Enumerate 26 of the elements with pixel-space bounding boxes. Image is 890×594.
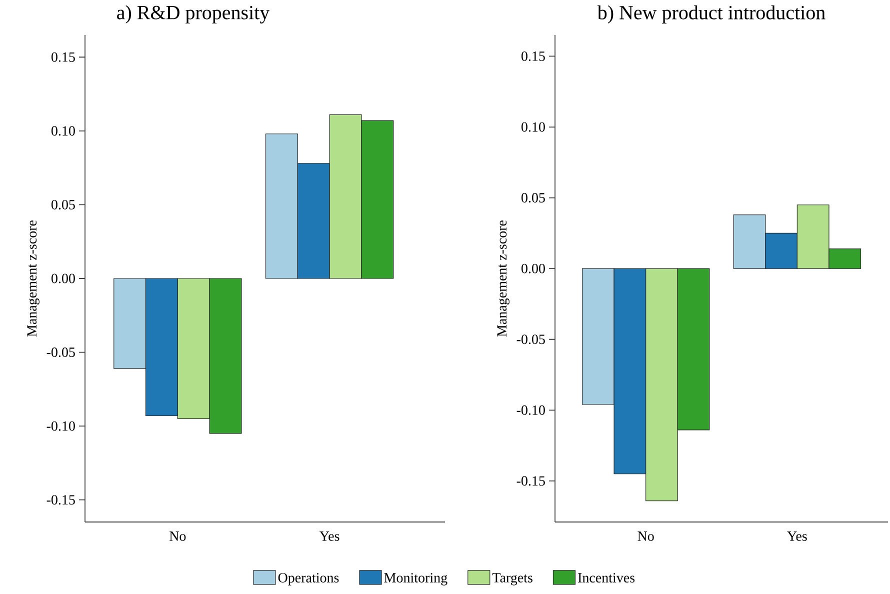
y-tick-label: -0.05	[516, 334, 545, 344]
y-tick-label: -0.15	[516, 476, 545, 486]
y-tick-label: 0.00	[522, 264, 545, 274]
y-tick-label: -0.10	[516, 405, 545, 415]
y-axis-title: Management z-score	[497, 220, 510, 337]
x-tick-label: Yes	[320, 532, 340, 541]
y-axis-title: Management z-score	[27, 220, 40, 337]
chart-title: a) R&D propensity	[117, 5, 270, 24]
legend-label: Operations	[278, 573, 339, 586]
x-tick-label: No	[170, 532, 186, 541]
y-tick-label: 0.05	[52, 200, 75, 210]
legend-label: Monitoring	[384, 573, 448, 586]
y-tick-label: 0.15	[522, 51, 545, 61]
x-tick-label: Yes	[787, 532, 807, 541]
y-tick-label: -0.05	[46, 348, 75, 358]
y-tick-label: 0.00	[52, 274, 75, 284]
y-tick-label: 0.05	[522, 193, 545, 203]
y-tick-label: 0.10	[522, 122, 545, 132]
legend-label: Targets	[492, 573, 532, 586]
x-tick-label: No	[638, 532, 654, 541]
y-tick-label: -0.10	[46, 421, 75, 431]
y-tick-label: 0.15	[52, 52, 75, 62]
legend-label: Incentives	[578, 573, 635, 582]
chart-title: b) New product introduction	[597, 5, 826, 24]
y-tick-label: 0.10	[52, 126, 75, 136]
y-tick-label: -0.15	[46, 495, 75, 505]
